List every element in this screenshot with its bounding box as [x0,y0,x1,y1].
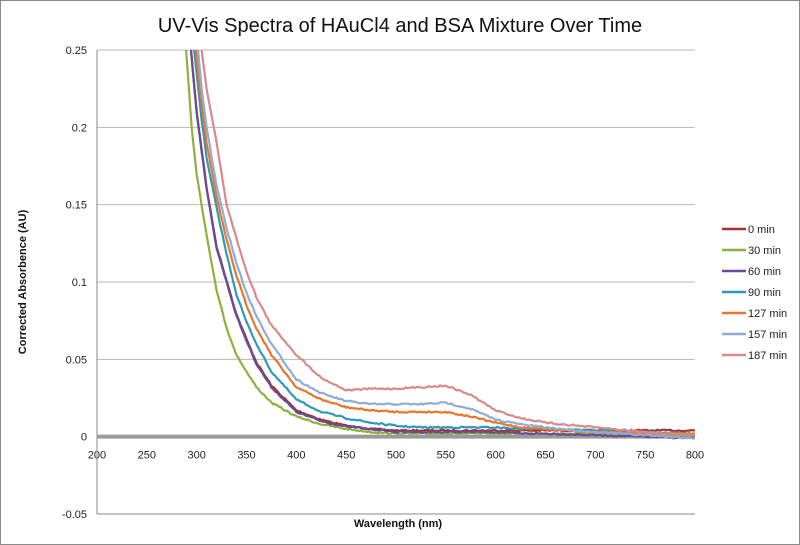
x-tick-label: 500 [387,450,405,462]
y-axis-label: Corrected Absorbence (AU) [17,209,29,354]
legend-item-127-min: 127 min [722,308,787,320]
y-tick-label: 0.25 [66,45,87,57]
x-tick-label: 550 [437,450,455,462]
x-tick-label: 350 [237,450,255,462]
series-line-157-min [196,50,695,440]
legend-item-60-min: 60 min [722,266,781,278]
series-lines [185,50,695,440]
y-tick-label: 0.1 [72,277,87,289]
series-line-187-min [200,50,695,437]
x-tick-label: 700 [586,450,604,462]
legend-label: 0 min [748,224,775,236]
legend-item-0-min: 0 min [722,224,775,236]
legend-item-187-min: 187 min [722,350,787,362]
legend-label: 30 min [748,245,781,257]
y-tick-label: 0 [81,432,87,444]
x-tick-label: 800 [686,450,704,462]
series-line-90-min [193,50,695,436]
y-tick-label: 0.15 [66,200,87,212]
legend-label: 90 min [748,287,781,299]
legend-label: 127 min [748,308,787,320]
legend-label: 60 min [748,266,781,278]
legend: 0 min 30 min 60 min 90 min 127 min 157 min 187… [722,224,787,362]
legend-item-157-min: 157 min [722,329,787,341]
chart-title: UV-Vis Spectra of HAuCl4 and BSA Mixture… [158,15,642,37]
legend-label: 157 min [748,329,787,341]
y-tick-label: 0.05 [66,354,87,366]
y-tick-label: -0.05 [62,509,87,521]
x-tick-label: 600 [486,450,504,462]
series-line-60-min [189,50,695,440]
x-axis-ticks: 200 250 300 350 400 450 500 550 600 650 700 750 800 [88,450,704,462]
x-tick-label: 250 [138,450,156,462]
x-tick-label: 750 [636,450,654,462]
x-tick-label: 450 [337,450,355,462]
y-axis-ticks: -0.05 0 0.05 0.1 0.15 0.2 0.25 [62,45,87,521]
x-tick-label: 300 [187,450,205,462]
x-tick-label: 650 [536,450,554,462]
legend-label: 187 min [748,350,787,362]
x-axis-label: Wavelength (nm) [354,518,443,530]
legend-item-90-min: 90 min [722,287,781,299]
x-tick-label: 400 [287,450,305,462]
y-tick-label: 0.2 [72,122,87,134]
legend-item-30-min: 30 min [722,245,781,257]
